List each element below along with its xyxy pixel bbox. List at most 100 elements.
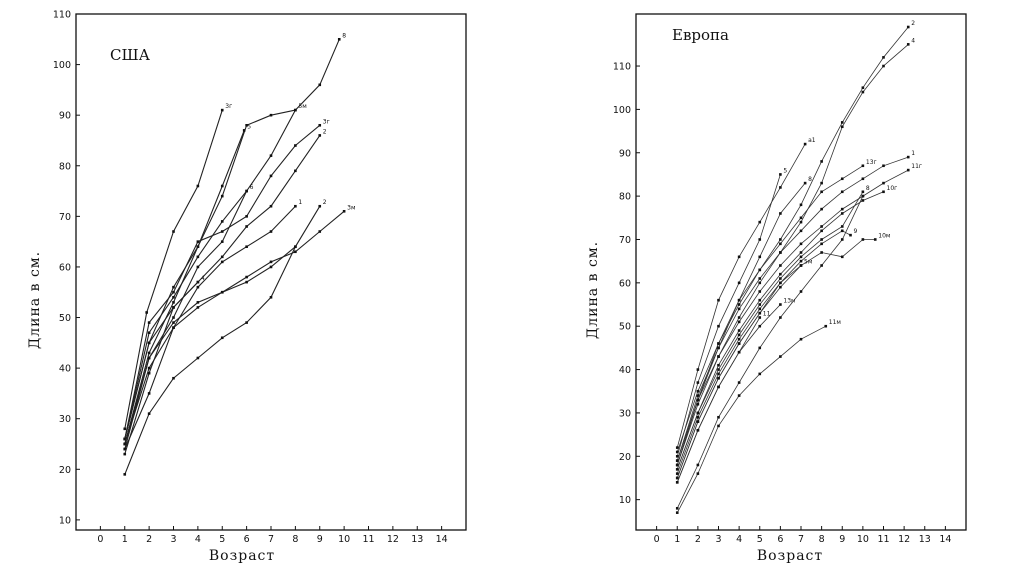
data-point [717,342,720,345]
series-line [676,230,851,474]
data-point [820,225,823,228]
y-tick-label: 30 [59,414,71,425]
data-point [717,376,720,380]
data-point [799,337,803,341]
x-tick-label: 1 [674,534,680,545]
data-point [820,181,823,185]
data-point [779,281,782,285]
data-point [779,251,782,254]
data-point [799,264,803,267]
series-12: 5м [675,258,812,480]
y-axis-label: Длина в см. [27,251,43,349]
data-point [758,324,762,328]
x-tick-label: 12 [898,534,910,545]
data-point [799,255,803,259]
data-point [294,108,297,112]
data-point [147,356,151,360]
series-11: 9 [675,228,858,475]
data-point [318,134,322,137]
x-tick-label: 7 [268,534,274,545]
plot-frame [635,13,967,531]
data-point [717,385,720,389]
data-point [172,290,175,294]
data-point [196,301,200,304]
data-point [294,144,297,147]
data-point [758,346,762,350]
data-point [737,298,741,302]
data-point [696,394,700,397]
data-point [861,177,865,181]
data-point [758,290,762,293]
data-point [737,255,741,259]
y-tick-label: 100 [613,105,631,116]
data-point [245,245,248,249]
data-point [717,298,720,302]
data-point [696,398,700,402]
data-point [147,331,151,335]
data-point [318,204,322,208]
data-point [318,123,322,127]
data-point [820,251,823,254]
data-point [861,238,865,241]
data-point [245,189,248,193]
data-point [840,125,844,129]
x-tick-label: 13 [919,534,931,545]
series-0: 8 [123,32,346,441]
series-label: 8 [342,32,346,39]
series-line [676,182,806,466]
data-point [840,255,844,259]
data-point [737,303,741,306]
data-point [882,64,885,68]
data-point [779,173,782,176]
data-point [675,507,679,510]
data-point [779,242,782,246]
y-tick-label: 60 [59,262,71,273]
data-point [717,415,720,419]
series-label: 5м [804,258,812,265]
data-point [840,238,844,241]
data-point [147,412,151,415]
data-point [861,90,865,94]
x-tick-label: 6 [777,534,783,545]
x-tick-label: 14 [436,534,448,545]
data-point [820,160,823,163]
data-point [172,326,175,329]
data-point [269,265,273,269]
data-point [737,316,741,319]
data-point [220,230,224,233]
data-point [882,164,885,168]
data-point [799,203,803,207]
data-point [803,142,807,146]
data-point [675,481,679,484]
data-point [220,220,224,223]
x-tick-label: 6 [244,534,250,545]
x-tick-label: 11 [362,534,374,545]
y-tick-label: 90 [619,148,631,159]
data-point [172,376,175,380]
data-point [849,233,852,237]
y-tick-label: 20 [59,465,71,476]
data-point [758,298,762,302]
data-point [820,207,823,211]
y-tick-label: 70 [59,212,71,223]
data-point [294,245,297,249]
x-axis-label: Возраст [209,548,275,564]
x-tick-label: 9 [839,534,845,545]
usa-chart-panel: 0 1 2 3 4 5 6 7 8 9 10 11 12 13 1410203040506070809010… [27,10,467,564]
data-point [779,355,782,358]
data-point [882,190,885,194]
data-point [717,368,720,371]
chart-title: США [110,46,151,64]
series-label: 2 [323,199,327,206]
data-point [737,350,741,354]
series-label: 11м [829,319,841,326]
data-point [906,25,910,29]
data-point [172,295,175,299]
y-tick-label: 60 [619,278,631,289]
data-point [696,402,700,406]
series-label: 2 [323,128,327,135]
data-point [145,311,148,314]
data-point [269,113,273,117]
series-13: 13м [675,298,796,484]
data-point [758,238,762,241]
